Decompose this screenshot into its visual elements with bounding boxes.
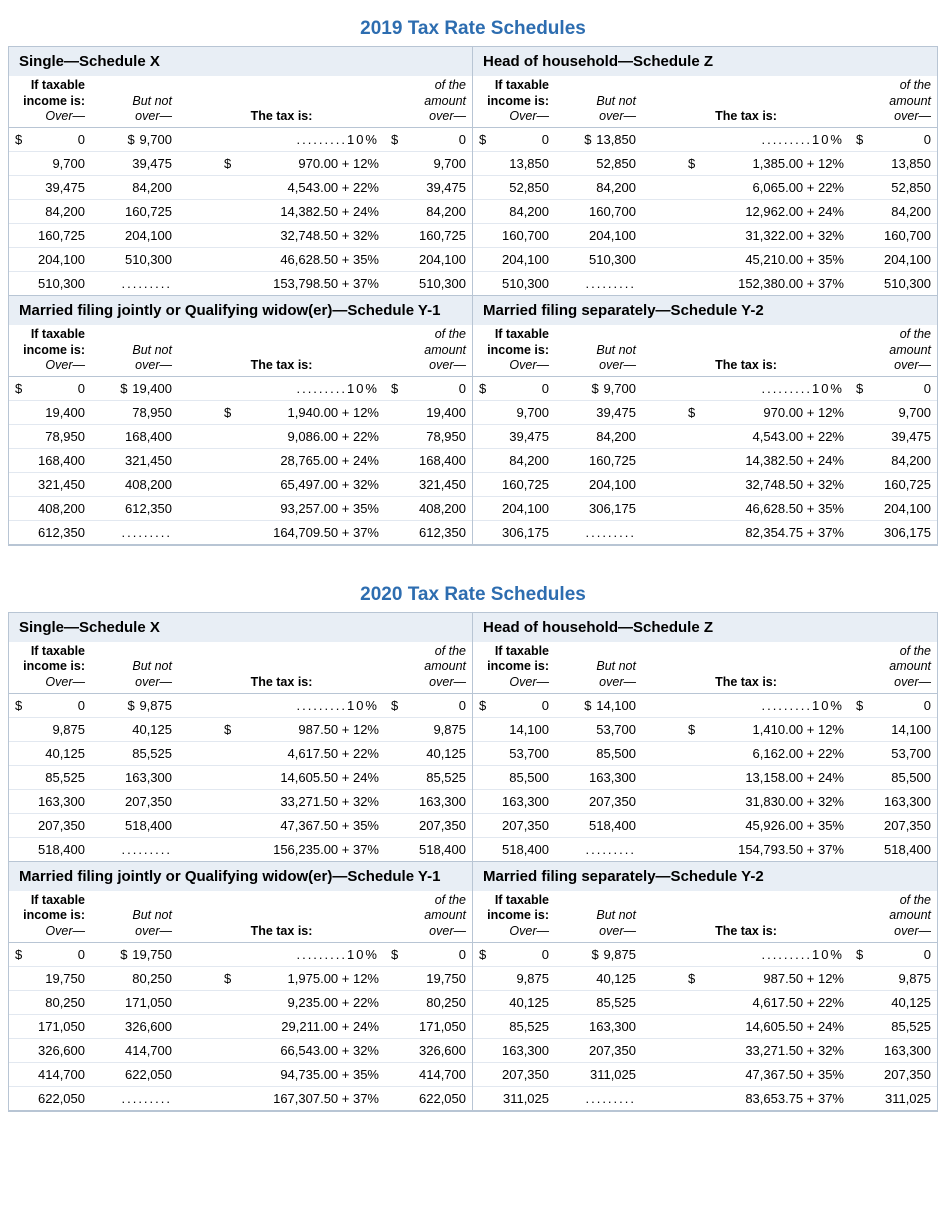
table-row: 163,300 207,350 33,271.50 + 32% 163,300 [9,789,472,813]
table-row: 85,500 163,300 13,158.00 + 24% 85,500 [473,765,937,789]
panel-title: Married filing separately—Schedule Y-2 [473,296,937,325]
table-row: 171,050 326,600 29,211.00 + 24% 171,050 [9,1014,472,1038]
panel-1-1: Head of household—Schedule Z If taxablei… [473,613,937,862]
tax-table: If taxableincome is:Over— But notover— T… [9,325,472,544]
table-row: 204,100 510,300 45,210.00 + 35% 204,100 [473,247,937,271]
table-row: 160,725 204,100 32,748.50 + 32% 160,725 [473,472,937,496]
panel-0-3: Married filing separately—Schedule Y-2 I… [473,296,937,545]
table-row: 168,400 321,450 28,765.00 + 24% 168,400 [9,448,472,472]
table-row: $0 $9,700 .........10% $0 [473,376,937,400]
table-row: 80,250 171,050 9,235.00 + 22% 80,250 [9,990,472,1014]
table-row: 40,125 85,525 4,617.50 + 22% 40,125 [9,741,472,765]
table-row: 163,300 207,350 33,271.50 + 32% 163,300 [473,1038,937,1062]
table-row: 510,300 ......... 152,380.00 + 37% 510,3… [473,271,937,295]
tax-table: If taxableincome is:Over— But notover— T… [9,891,472,1110]
table-row: 408,200 612,350 93,257.00 + 35% 408,200 [9,496,472,520]
table-row: 84,200 160,725 14,382.50 + 24% 84,200 [473,448,937,472]
table-row: 518,400 ......... 156,235.00 + 37% 518,4… [9,837,472,861]
tax-schedules-root: 2019 Tax Rate Schedules Single—Schedule X… [8,18,938,1112]
panel-1-0: Single—Schedule X If taxableincome is:Ov… [9,613,473,862]
table-row: 207,350 518,400 45,926.00 + 35% 207,350 [473,813,937,837]
table-row: $0 $9,875 .........10% $0 [473,942,937,966]
table-row: $0 $14,100 .........10% $0 [473,693,937,717]
panel-title: Single—Schedule X [9,47,472,76]
table-row: 84,200 160,700 12,962.00 + 24% 84,200 [473,199,937,223]
table-row: 19,400 78,950 $1,940.00 + 12% 19,400 [9,400,472,424]
table-row: $0 $9,875 .........10% $0 [9,693,472,717]
year-title-1: 2020 Tax Rate Schedules [8,584,938,606]
table-row: 160,725 204,100 32,748.50 + 32% 160,725 [9,223,472,247]
panel-title: Married filing separately—Schedule Y-2 [473,862,937,891]
panel-0-0: Single—Schedule X If taxableincome is:Ov… [9,47,473,296]
panel-1-3: Married filing separately—Schedule Y-2 I… [473,862,937,1111]
table-row: 52,850 84,200 6,065.00 + 22% 52,850 [473,175,937,199]
table-row: 85,525 163,300 14,605.50 + 24% 85,525 [473,1014,937,1038]
table-row: 414,700 622,050 94,735.00 + 35% 414,700 [9,1062,472,1086]
table-row: 207,350 518,400 47,367.50 + 35% 207,350 [9,813,472,837]
table-row: 84,200 160,725 14,382.50 + 24% 84,200 [9,199,472,223]
tax-table: If taxableincome is:Over— But notover— T… [473,642,937,861]
tax-table: If taxableincome is:Over— But notover— T… [9,642,472,861]
panel-title: Married filing jointly or Qualifying wid… [9,296,472,325]
table-row: 14,100 53,700 $1,410.00 + 12% 14,100 [473,717,937,741]
tax-table: If taxableincome is:Over— But notover— T… [9,76,472,295]
table-row: 204,100 510,300 46,628.50 + 35% 204,100 [9,247,472,271]
table-row: 9,875 40,125 $987.50 + 12% 9,875 [9,717,472,741]
tax-table: If taxableincome is:Over— But notover— T… [473,891,937,1110]
table-row: 78,950 168,400 9,086.00 + 22% 78,950 [9,424,472,448]
tax-table: If taxableincome is:Over— But notover— T… [473,325,937,544]
table-row: 9,875 40,125 $987.50 + 12% 9,875 [473,966,937,990]
table-row: 311,025 ......... 83,653.75 + 37% 311,02… [473,1086,937,1110]
year-grid-1: Single—Schedule X If taxableincome is:Ov… [8,612,938,1112]
table-row: 40,125 85,525 4,617.50 + 22% 40,125 [473,990,937,1014]
table-row: 207,350 311,025 47,367.50 + 35% 207,350 [473,1062,937,1086]
table-row: 13,850 52,850 $1,385.00 + 12% 13,850 [473,151,937,175]
panel-title: Head of household—Schedule Z [473,47,937,76]
year-grid-0: Single—Schedule X If taxableincome is:Ov… [8,46,938,546]
panel-title: Single—Schedule X [9,613,472,642]
table-row: $0 $19,400 .........10% $0 [9,376,472,400]
panel-title: Head of household—Schedule Z [473,613,937,642]
table-row: 9,700 39,475 $970.00 + 12% 9,700 [9,151,472,175]
panel-0-1: Head of household—Schedule Z If taxablei… [473,47,937,296]
table-row: $0 $19,750 .........10% $0 [9,942,472,966]
table-row: 612,350 ......... 164,709.50 + 37% 612,3… [9,520,472,544]
table-row: 53,700 85,500 6,162.00 + 22% 53,700 [473,741,937,765]
table-row: 9,700 39,475 $970.00 + 12% 9,700 [473,400,937,424]
table-row: 19,750 80,250 $1,975.00 + 12% 19,750 [9,966,472,990]
table-row: 510,300 ......... 153,798.50 + 37% 510,3… [9,271,472,295]
table-row: 622,050 ......... 167,307.50 + 37% 622,0… [9,1086,472,1110]
table-row: 39,475 84,200 4,543.00 + 22% 39,475 [473,424,937,448]
year-title-0: 2019 Tax Rate Schedules [8,18,938,40]
table-row: 326,600 414,700 66,543.00 + 32% 326,600 [9,1038,472,1062]
panel-0-2: Married filing jointly or Qualifying wid… [9,296,473,545]
table-row: 160,700 204,100 31,322.00 + 32% 160,700 [473,223,937,247]
table-row: 85,525 163,300 14,605.50 + 24% 85,525 [9,765,472,789]
tax-table: If taxableincome is:Over— But notover— T… [473,76,937,295]
panel-1-2: Married filing jointly or Qualifying wid… [9,862,473,1111]
table-row: 321,450 408,200 65,497.00 + 32% 321,450 [9,472,472,496]
table-row: 163,300 207,350 31,830.00 + 32% 163,300 [473,789,937,813]
table-row: $0 $13,850 .........10% $0 [473,127,937,151]
table-row: 306,175 ......... 82,354.75 + 37% 306,17… [473,520,937,544]
table-row: 39,475 84,200 4,543.00 + 22% 39,475 [9,175,472,199]
panel-title: Married filing jointly or Qualifying wid… [9,862,472,891]
table-row: 518,400 ......... 154,793.50 + 37% 518,4… [473,837,937,861]
table-row: 204,100 306,175 46,628.50 + 35% 204,100 [473,496,937,520]
table-row: $0 $9,700 .........10% $0 [9,127,472,151]
